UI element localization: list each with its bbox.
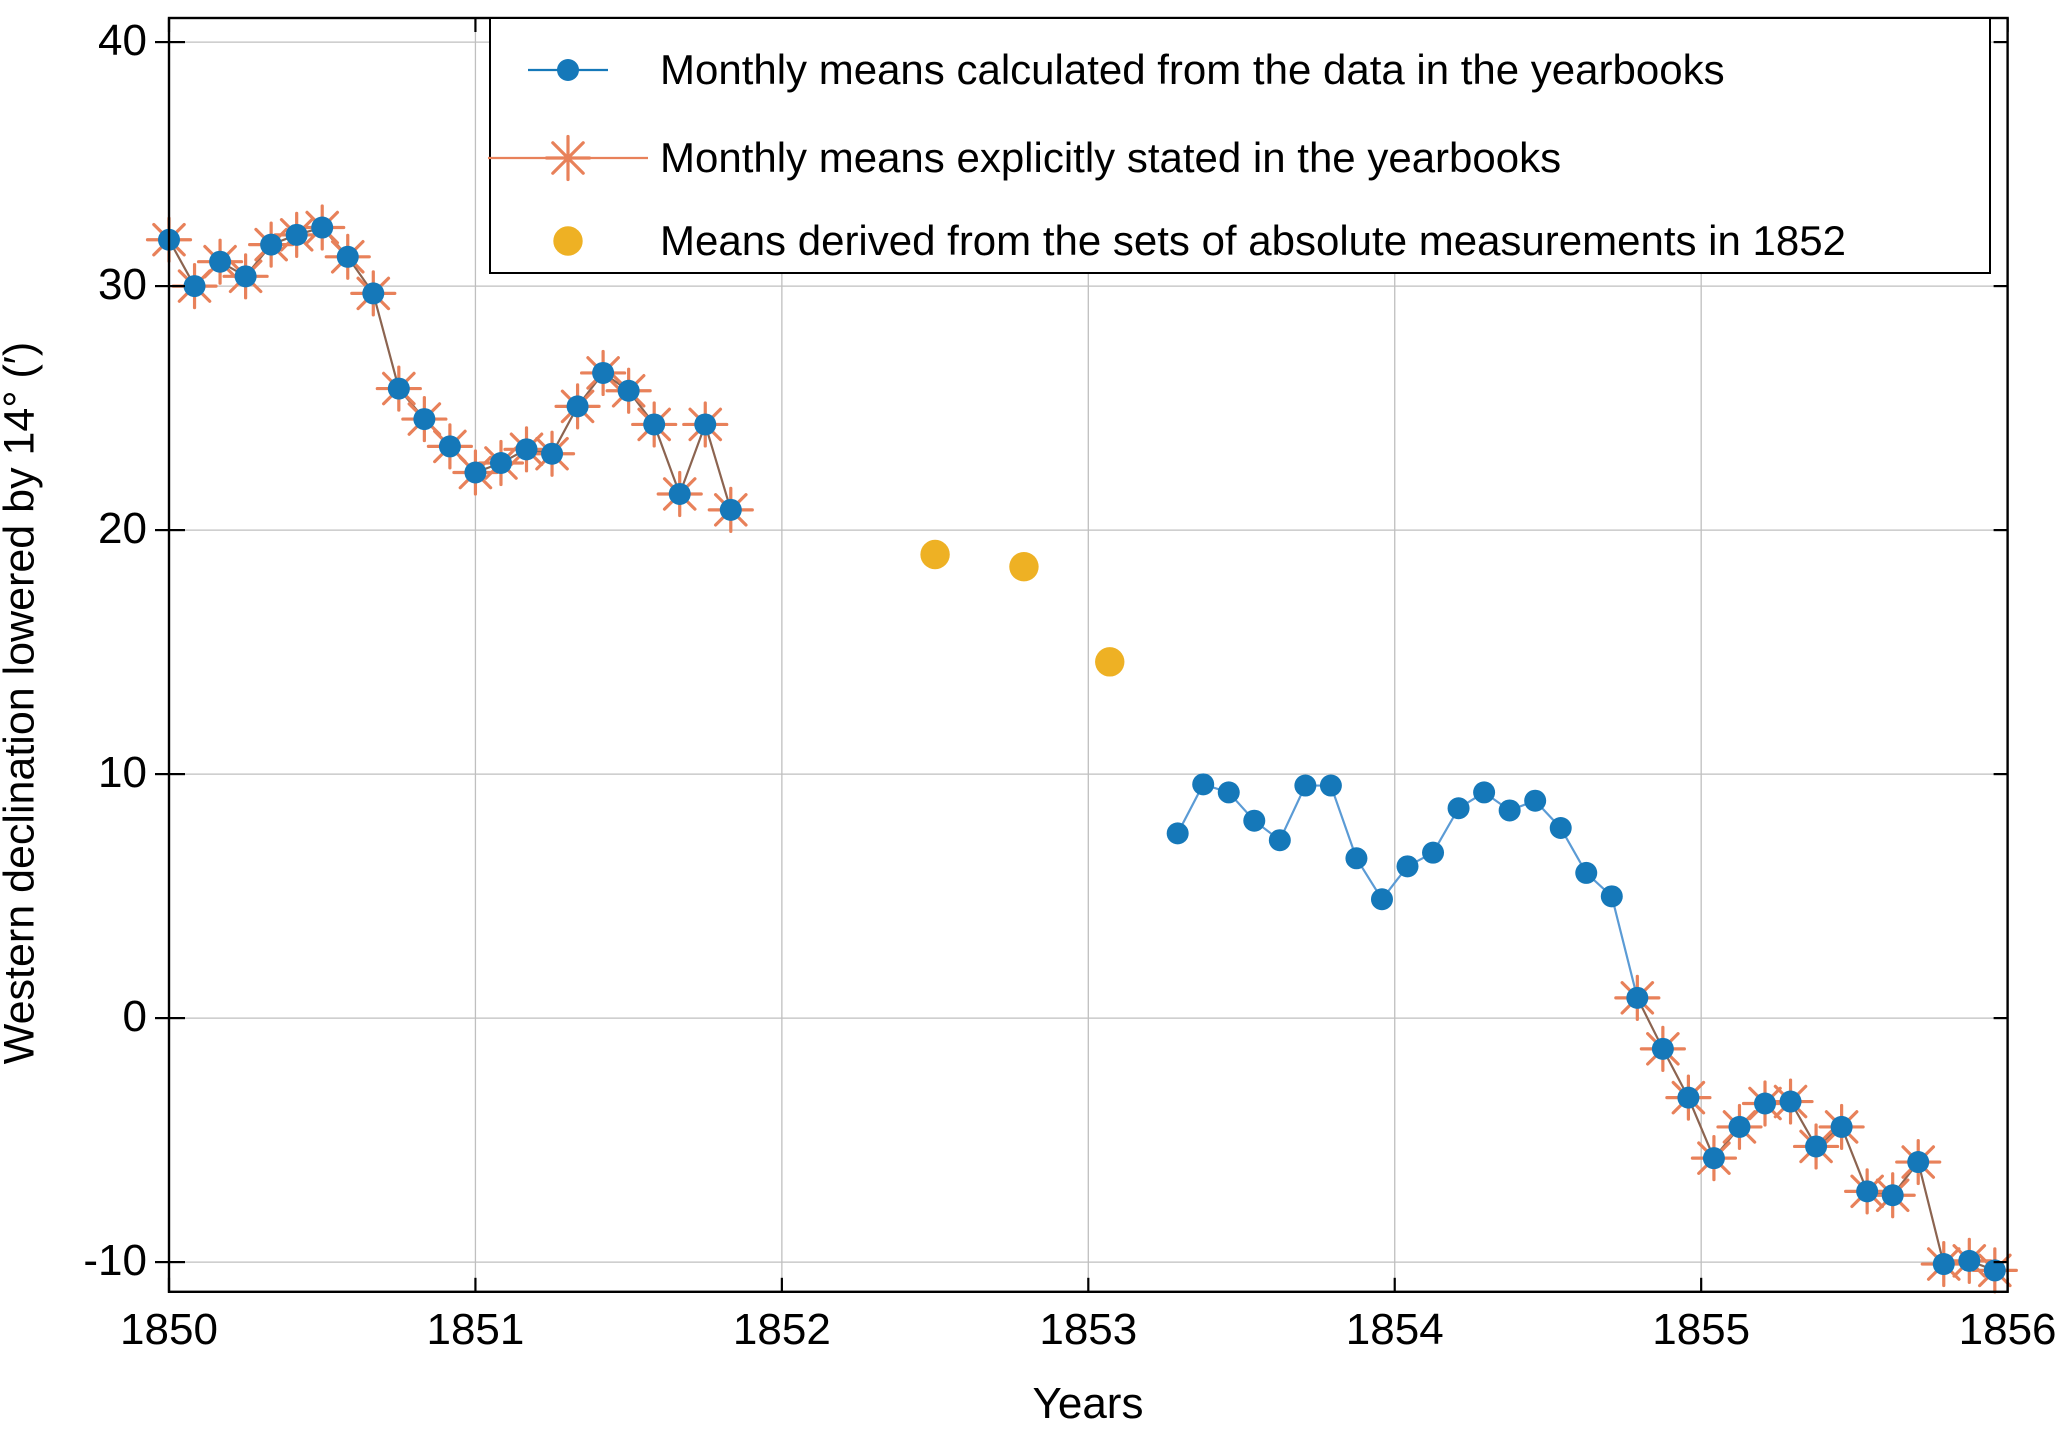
svg-text:Monthly means explicitly state: Monthly means explicitly stated in the y…: [660, 134, 1561, 181]
svg-text:Monthly means calculated from: Monthly means calculated from the data i…: [660, 46, 1725, 93]
svg-text:Means derived from the sets of: Means derived from the sets of absolute …: [660, 217, 1846, 264]
